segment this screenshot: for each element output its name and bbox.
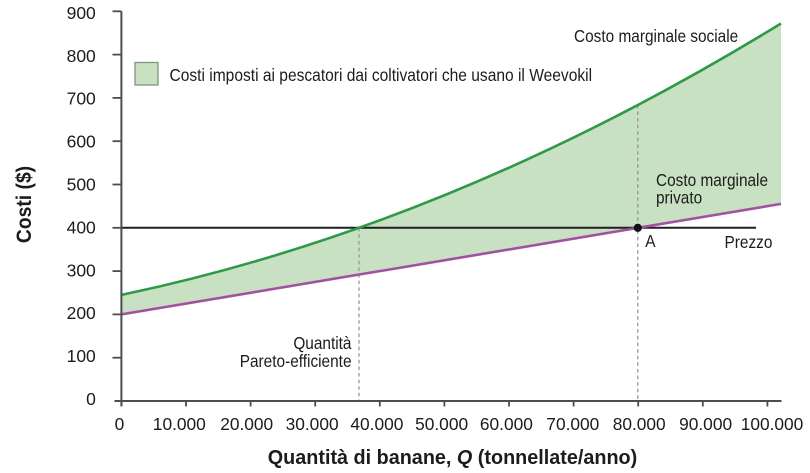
svg-text:60.000: 60.000 [480,414,533,434]
svg-text:Quantità di banane, Q (tonnell: Quantità di banane, Q (tonnellate/anno) [268,447,637,469]
svg-text:Quantità: Quantità [293,334,352,353]
svg-text:0: 0 [86,389,96,409]
svg-text:600: 600 [67,132,96,152]
svg-text:Costo marginale: Costo marginale [656,171,768,190]
svg-text:privato: privato [656,189,702,208]
svg-text:40.000: 40.000 [350,414,403,434]
svg-text:Costi ($): Costi ($) [13,166,36,243]
svg-text:800: 800 [67,46,96,66]
svg-text:A: A [645,232,655,251]
svg-text:80.000: 80.000 [613,414,666,434]
svg-text:20.000: 20.000 [220,414,273,434]
svg-text:Costo marginale sociale: Costo marginale sociale [574,27,738,46]
svg-text:100.000: 100.000 [741,414,804,434]
svg-text:Costi imposti ai pescatori dai: Costi imposti ai pescatori dai coltivato… [170,65,593,85]
svg-text:Pareto-efficiente: Pareto-efficiente [240,352,352,371]
svg-text:30.000: 30.000 [286,414,339,434]
svg-text:Prezzo: Prezzo [725,233,773,252]
svg-text:200: 200 [67,303,96,323]
svg-text:500: 500 [67,175,96,195]
svg-text:700: 700 [67,89,96,109]
svg-text:400: 400 [67,217,96,237]
svg-text:900: 900 [67,3,96,23]
svg-text:300: 300 [67,260,96,280]
svg-text:90.000: 90.000 [679,414,732,434]
svg-text:50.000: 50.000 [415,414,468,434]
svg-text:100: 100 [67,346,96,366]
svg-text:10.000: 10.000 [153,414,206,434]
svg-text:0: 0 [115,414,125,434]
svg-text:70.000: 70.000 [546,414,599,434]
